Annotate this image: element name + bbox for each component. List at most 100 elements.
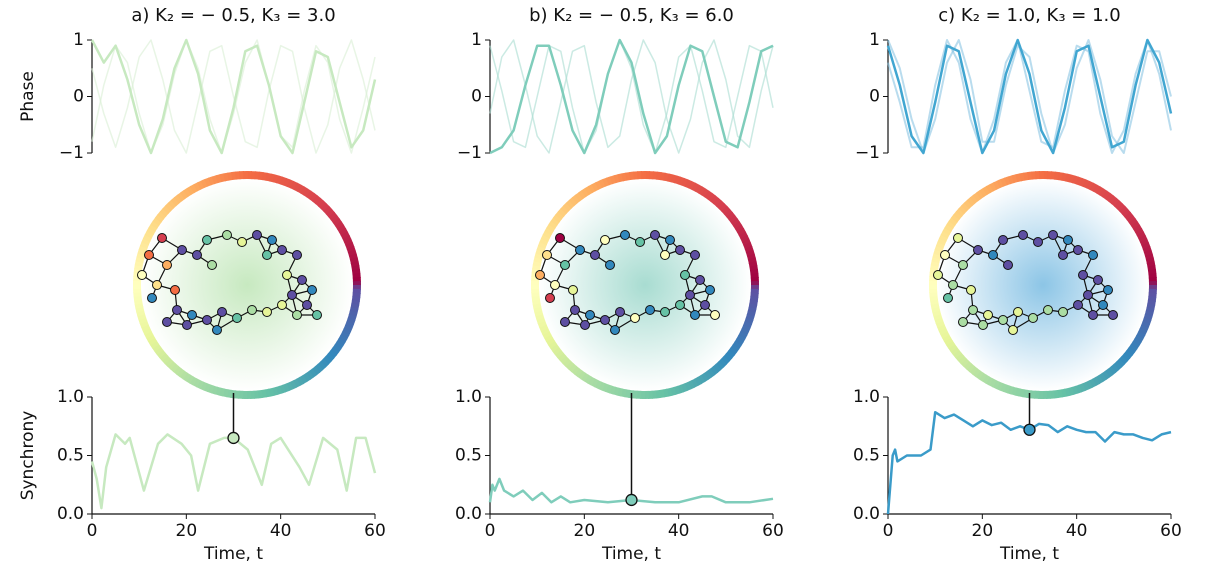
network-node	[1064, 236, 1073, 245]
network-node	[173, 306, 182, 315]
network-node	[621, 231, 630, 240]
network-node	[298, 276, 307, 285]
network-node	[1044, 306, 1053, 315]
network-node	[999, 236, 1008, 245]
network-node	[138, 271, 147, 280]
network-node	[586, 311, 595, 320]
network-node	[308, 286, 317, 295]
y-tick-label: 1.0	[455, 387, 482, 407]
network-node	[591, 251, 600, 260]
highlight-point	[626, 494, 637, 505]
network-node	[551, 281, 560, 290]
series-line	[490, 40, 773, 153]
network-node	[536, 271, 545, 280]
network-node	[203, 236, 212, 245]
network-node	[203, 316, 212, 325]
network-node	[959, 318, 968, 327]
network-node	[701, 301, 710, 310]
network-node	[1079, 271, 1088, 280]
network-node	[969, 306, 978, 315]
network-node	[561, 318, 570, 327]
network-node	[676, 301, 685, 310]
network-node	[646, 306, 655, 315]
y-tick-label: 1	[73, 30, 84, 50]
network-node	[616, 308, 625, 317]
network-node	[178, 246, 187, 255]
x-tick-label: 20	[972, 521, 994, 541]
phase-circle	[137, 175, 357, 395]
network-node	[676, 246, 685, 255]
circle-fill	[141, 179, 353, 391]
network-node	[208, 261, 217, 270]
x-tick-label: 60	[1160, 521, 1182, 541]
network-node	[1009, 326, 1018, 335]
x-tick-label: 20	[176, 521, 198, 541]
x-tick-label: 40	[270, 521, 292, 541]
network-node	[661, 308, 670, 317]
network-node	[631, 314, 640, 323]
network-node	[691, 251, 700, 260]
panel-title: a) K₂ = − 0.5, K₃ = 3.0	[131, 5, 335, 26]
y-tick-label: 0.5	[455, 446, 482, 466]
network-node	[163, 261, 172, 270]
y-tick-label: 1	[869, 30, 880, 50]
panel-title: b) K₂ = − 0.5, K₃ = 6.0	[529, 5, 734, 26]
network-node	[601, 316, 610, 325]
network-node	[248, 306, 257, 315]
series-line	[490, 40, 773, 153]
network-node	[581, 321, 590, 330]
x-tick-label: 0	[485, 521, 496, 541]
network-node	[303, 301, 312, 310]
y-tick-label: 0.0	[57, 504, 84, 524]
circle-fill	[539, 179, 751, 391]
circle-fill	[937, 179, 1149, 391]
network-node	[218, 308, 227, 317]
network-node	[686, 291, 695, 300]
network-node	[571, 306, 580, 315]
network-node	[193, 251, 202, 260]
network-node	[288, 291, 297, 300]
network-node	[974, 246, 983, 255]
network-node	[681, 271, 690, 280]
network-node	[268, 236, 277, 245]
network-node	[1104, 286, 1113, 295]
network-node	[1014, 308, 1023, 317]
y-tick-label: 1.0	[853, 387, 880, 407]
network-node	[223, 231, 232, 240]
network-node	[941, 251, 950, 260]
y-tick-label: −1	[59, 143, 84, 163]
network-node	[313, 311, 322, 320]
y-tick-label: 0	[73, 87, 84, 107]
network-node	[1049, 231, 1058, 240]
network-node	[706, 286, 715, 295]
network-node	[1099, 301, 1108, 310]
x-tick-label: 60	[762, 521, 784, 541]
x-axis-label: Time, t	[601, 544, 661, 564]
y-tick-label: −1	[457, 143, 482, 163]
network-node	[999, 316, 1008, 325]
network-node	[293, 251, 302, 260]
network-node	[1109, 311, 1118, 320]
y-tick-label: 1	[471, 30, 482, 50]
network-node	[1059, 308, 1068, 317]
phase-circle	[535, 175, 755, 395]
network-node	[158, 234, 167, 243]
network-node	[1004, 261, 1013, 270]
network-node	[691, 311, 700, 320]
y-tick-label: 1.0	[57, 387, 84, 407]
y-tick-label: 0.0	[455, 504, 482, 524]
network-node	[576, 246, 585, 255]
network-node	[989, 251, 998, 260]
x-tick-label: 40	[1066, 521, 1088, 541]
network-node	[949, 281, 958, 290]
network-node	[1074, 246, 1083, 255]
network-node	[283, 271, 292, 280]
series-line	[92, 40, 375, 153]
network-node	[651, 231, 660, 240]
x-tick-label: 0	[87, 521, 98, 541]
network-node	[661, 251, 670, 260]
y-tick-label: −1	[855, 143, 880, 163]
network-node	[611, 326, 620, 335]
series-line	[92, 434, 375, 508]
